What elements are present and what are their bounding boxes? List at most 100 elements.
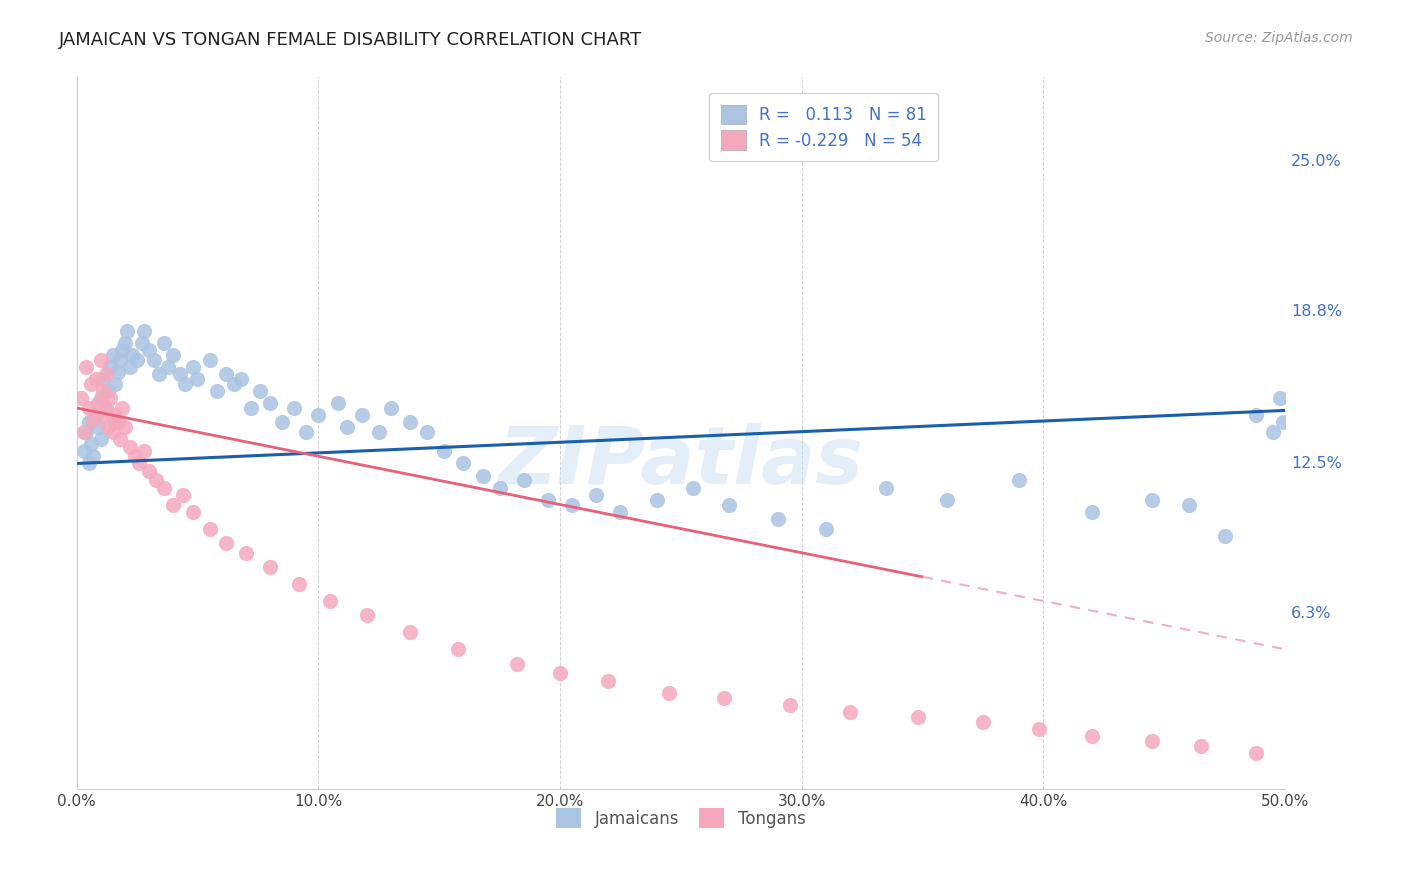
Point: [416, 425, 439, 439]
Point: [645, 492, 668, 507]
Point: [94, 368, 117, 382]
Point: [128, 457, 150, 471]
Point: [101, 413, 124, 427]
Text: 25.0%: 25.0%: [1291, 154, 1341, 169]
Point: [1271, 416, 1294, 430]
Point: [117, 324, 139, 338]
Point: [488, 481, 510, 495]
Point: [111, 343, 134, 357]
Point: [433, 444, 456, 458]
Point: [1081, 729, 1104, 743]
Point: [104, 376, 127, 391]
Point: [169, 368, 191, 382]
Point: [198, 352, 221, 367]
Point: [585, 488, 607, 502]
Point: [1189, 739, 1212, 753]
Point: [1261, 425, 1284, 439]
Point: [73, 425, 96, 439]
Point: [561, 498, 583, 512]
Point: [1177, 498, 1199, 512]
Text: 6.3%: 6.3%: [1291, 606, 1331, 621]
Point: [1142, 492, 1164, 507]
Point: [162, 348, 184, 362]
Point: [356, 608, 378, 623]
Point: [148, 368, 170, 382]
Point: [875, 481, 897, 495]
Point: [453, 457, 475, 471]
Point: [215, 368, 238, 382]
Point: [172, 488, 194, 502]
Point: [94, 401, 117, 415]
Point: [82, 413, 104, 427]
Point: [134, 324, 156, 338]
Point: [101, 348, 124, 362]
Point: [307, 409, 329, 423]
Point: [77, 416, 100, 430]
Point: [766, 512, 789, 526]
Point: [100, 392, 122, 406]
Point: [77, 457, 100, 471]
Point: [609, 505, 631, 519]
Point: [73, 444, 96, 458]
Point: [326, 396, 349, 410]
Point: [70, 392, 93, 406]
Point: [713, 690, 735, 705]
Point: [90, 352, 112, 367]
Point: [87, 396, 110, 410]
Point: [271, 416, 294, 430]
Text: 12.5%: 12.5%: [1291, 456, 1343, 471]
Point: [215, 536, 238, 550]
Point: [658, 686, 681, 700]
Point: [235, 546, 257, 560]
Point: [114, 335, 136, 350]
Point: [174, 376, 197, 391]
Point: [107, 365, 129, 379]
Point: [350, 409, 373, 423]
Point: [91, 384, 114, 398]
Point: [91, 372, 114, 386]
Point: [513, 474, 536, 488]
Text: 18.8%: 18.8%: [1291, 304, 1343, 319]
Point: [152, 481, 174, 495]
Point: [319, 594, 342, 608]
Point: [1244, 409, 1267, 423]
Point: [283, 401, 305, 415]
Point: [1142, 734, 1164, 748]
Point: [186, 372, 208, 386]
Point: [104, 409, 127, 423]
Point: [598, 673, 620, 688]
Point: [935, 492, 957, 507]
Point: [259, 396, 281, 410]
Point: [80, 376, 103, 391]
Point: [1081, 505, 1104, 519]
Point: [77, 401, 100, 415]
Point: [249, 384, 271, 398]
Point: [1008, 474, 1031, 488]
Point: [907, 710, 929, 724]
Point: [138, 464, 160, 478]
Point: [107, 416, 129, 430]
Point: [87, 420, 110, 434]
Point: [125, 352, 148, 367]
Point: [259, 560, 281, 574]
Point: [100, 359, 122, 374]
Point: [1244, 746, 1267, 760]
Point: [75, 425, 97, 439]
Point: [239, 401, 262, 415]
Point: [181, 505, 204, 519]
Point: [108, 433, 131, 447]
Point: [1213, 529, 1236, 543]
Point: [114, 420, 136, 434]
Point: [295, 425, 318, 439]
Point: [399, 416, 422, 430]
Point: [205, 384, 228, 398]
Point: [94, 401, 117, 415]
Text: ZIPatlas: ZIPatlas: [498, 423, 863, 500]
Point: [447, 642, 470, 657]
Point: [1270, 392, 1292, 406]
Point: [779, 698, 801, 712]
Point: [142, 352, 165, 367]
Point: [222, 376, 245, 391]
Point: [718, 498, 741, 512]
Point: [118, 440, 141, 454]
